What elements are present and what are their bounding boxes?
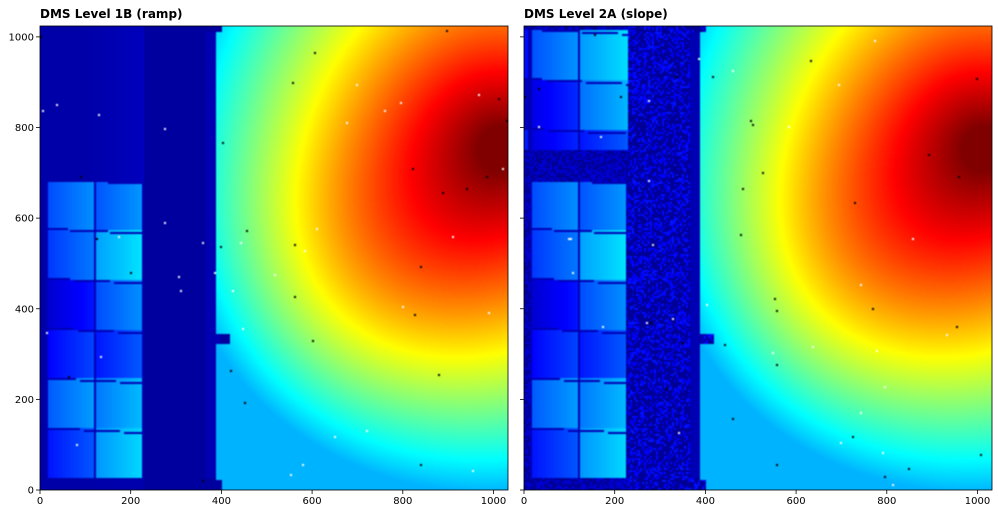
x-tick-label: 800 <box>877 496 896 507</box>
x-tick-label: 400 <box>212 496 231 507</box>
x-tick-label: 200 <box>605 496 624 507</box>
x-tick-label: 600 <box>303 496 322 507</box>
y-tick-label: 400 <box>15 304 34 315</box>
x-tick-label: 1000 <box>965 496 990 507</box>
axes-frame <box>523 25 993 491</box>
y-tick-label: 0 <box>28 486 34 497</box>
x-tick-label: 800 <box>393 496 412 507</box>
panel-title: DMS Level 1B (ramp) <box>40 7 183 21</box>
panel-title: DMS Level 2A (slope) <box>524 7 668 21</box>
axes-frame <box>39 25 509 491</box>
x-tick-label: 400 <box>696 496 715 507</box>
x-tick-label: 600 <box>787 496 806 507</box>
y-tick-label: 800 <box>15 123 34 134</box>
panel-level-2a: DMS Level 2A (slope) 0 200 400 600 800 1000 <box>520 7 993 507</box>
y-tick-label: 1000 <box>9 32 34 43</box>
heatmap-image <box>40 26 508 490</box>
heatmap-image <box>524 26 992 490</box>
y-tick-label: 600 <box>15 214 34 225</box>
x-tick-label: 0 <box>521 496 527 507</box>
x-tick-label: 200 <box>121 496 140 507</box>
heatmap-plot-area: 0 200 400 600 800 1000 <box>520 25 993 507</box>
panel-level-1b: DMS Level 1B (ramp) 0 200 400 600 800 1000 0 20… <box>9 7 509 507</box>
x-tick-label: 0 <box>37 496 43 507</box>
heatmap-plot-area: 0 200 400 600 800 1000 0 200 400 600 800 1000 <box>9 25 509 507</box>
y-tick-label: 200 <box>15 395 34 406</box>
x-tick-label: 1000 <box>481 496 506 507</box>
